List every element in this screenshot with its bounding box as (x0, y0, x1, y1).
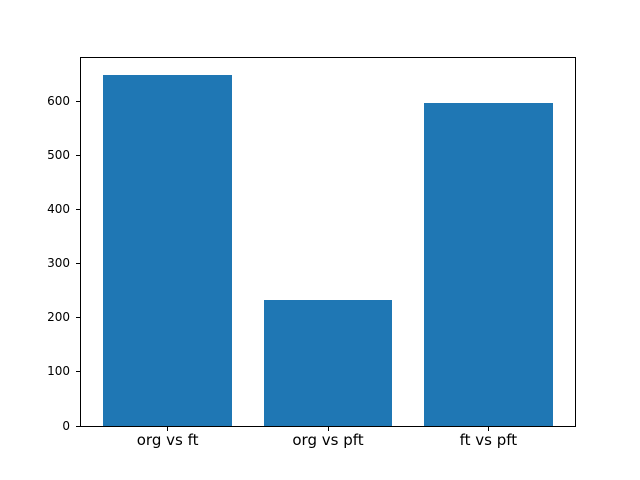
y-tick-label: 400 (47, 202, 70, 217)
y-tick-mark (76, 371, 80, 373)
bar-ft-vs-pft (424, 102, 553, 426)
y-tick-mark (76, 317, 80, 319)
y-tick-mark (76, 209, 80, 211)
x-tick-label: ft vs pft (459, 431, 518, 449)
y-tick-label: 300 (47, 256, 70, 271)
y-tick-mark (76, 100, 80, 102)
y-tick-mark (76, 263, 80, 265)
plot-area (80, 57, 576, 427)
y-tick-mark (76, 425, 80, 427)
y-tick-label: 600 (47, 93, 70, 108)
y-tick-label: 100 (47, 364, 70, 379)
y-tick-label: 200 (47, 310, 70, 325)
bar-org-vs-ft (103, 75, 232, 426)
y-tick-mark (76, 154, 80, 156)
x-tick-label: org vs ft (136, 431, 199, 449)
x-tick-mark (487, 427, 489, 431)
x-tick-mark (167, 427, 169, 431)
bar-org-vs-pft (263, 299, 393, 426)
x-tick-label: org vs pft (292, 431, 364, 449)
y-tick-label: 500 (47, 147, 70, 162)
y-tick-label: 0 (62, 418, 70, 433)
x-tick-mark (327, 427, 329, 431)
